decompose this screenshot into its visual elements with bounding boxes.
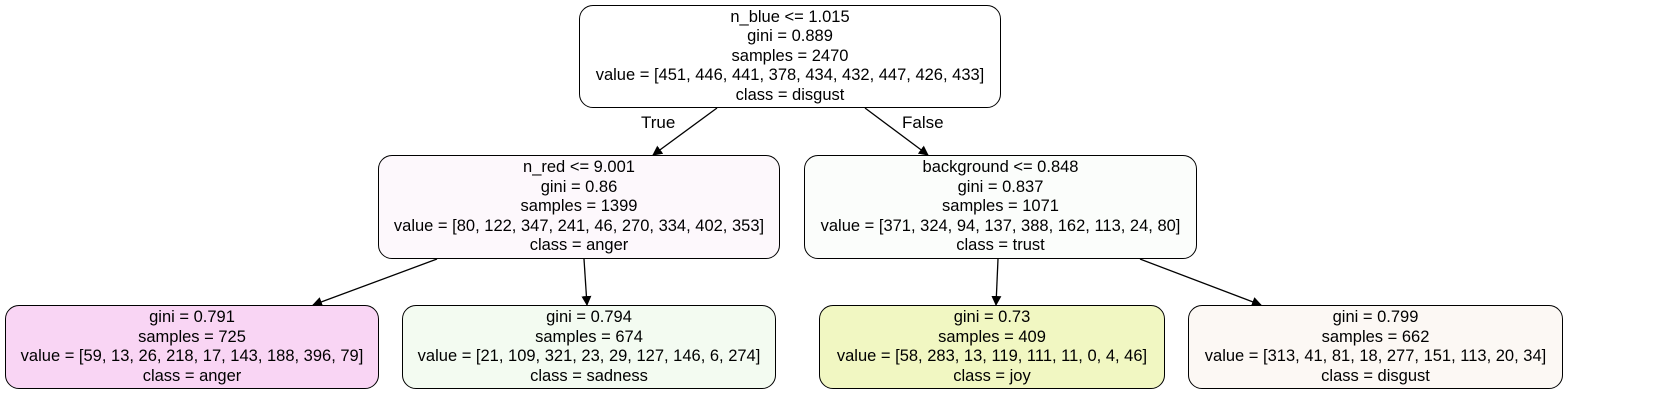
node-line: value = [58, 283, 13, 119, 111, 11, 0, 4… (836, 347, 1148, 365)
node-line: background <= 0.848 (922, 158, 1079, 177)
node-line: value = [59, 13, 26, 218, 17, 143, 188, … (20, 347, 364, 365)
edge-label-true: True (641, 113, 676, 132)
edge-left-to-leaf1 (312, 258, 438, 307)
node-line: gini = 0.889 (747, 27, 833, 46)
node-line: n_red <= 9.001 (523, 158, 635, 177)
edge-label-false: False (902, 113, 944, 132)
node-line: class = trust (956, 236, 1045, 255)
node-line: samples = 1071 (942, 197, 1059, 216)
tree-node-leaf1: gini = 0.791 samples = 725 value = [59, 13… (5, 305, 379, 389)
tree-node-right: background <= 0.848 gini = 0.837 samples =… (804, 155, 1197, 259)
node-line: class = disgust (1321, 366, 1430, 385)
node-line: samples = 409 (938, 327, 1046, 346)
node-line: gini = 0.791 (149, 308, 235, 326)
tree-node-leaf4: gini = 0.799 samples = 662 value = [313, 4… (1188, 305, 1563, 389)
node-line: gini = 0.799 (1332, 308, 1419, 326)
node-line: class = anger (529, 236, 629, 255)
node-line: value = [21, 109, 321, 23, 29, 127, 146,… (417, 347, 761, 365)
tree-node-root: n_blue <= 1.015 gini = 0.889 samples = 247… (579, 5, 1001, 108)
node-line: samples = 2470 (731, 46, 849, 65)
edge-right-to-leaf4 (1139, 258, 1262, 307)
node-line: class = sadness (530, 366, 648, 385)
node-line: samples = 725 (138, 327, 246, 346)
node-line: class = disgust (735, 85, 845, 104)
node-line: gini = 0.86 (540, 177, 618, 196)
node-line: value = [451, 446, 441, 378, 434, 432, 4… (595, 66, 985, 85)
edge-root-to-right (864, 107, 929, 156)
edge-left-to-leaf2 (581, 258, 592, 306)
edge-right-to-leaf3 (991, 258, 1002, 306)
node-line: samples = 1399 (520, 197, 638, 216)
node-line: class = anger (142, 366, 242, 385)
node-line: gini = 0.837 (957, 177, 1044, 196)
node-line: gini = 0.794 (546, 308, 632, 326)
node-line: value = [80, 122, 347, 241, 46, 270, 334… (393, 216, 765, 235)
edge-root-to-left (652, 107, 718, 156)
node-line: value = [313, 41, 81, 18, 277, 151, 113,… (1204, 347, 1547, 365)
node-line: samples = 674 (535, 327, 643, 346)
tree-node-leaf3: gini = 0.73 samples = 409 value = [58, 283… (819, 305, 1165, 389)
node-line: samples = 662 (1321, 327, 1430, 346)
node-line: class = joy (953, 366, 1031, 385)
node-line: n_blue <= 1.015 (730, 7, 850, 26)
node-line: value = [371, 324, 94, 137, 388, 162, 11… (820, 216, 1181, 235)
tree-node-leaf2: gini = 0.794 samples = 674 value = [21, 10… (402, 305, 776, 389)
tree-node-left: n_red <= 9.001 gini = 0.86 samples = 1399 v… (378, 155, 780, 259)
node-line: gini = 0.73 (953, 308, 1031, 326)
